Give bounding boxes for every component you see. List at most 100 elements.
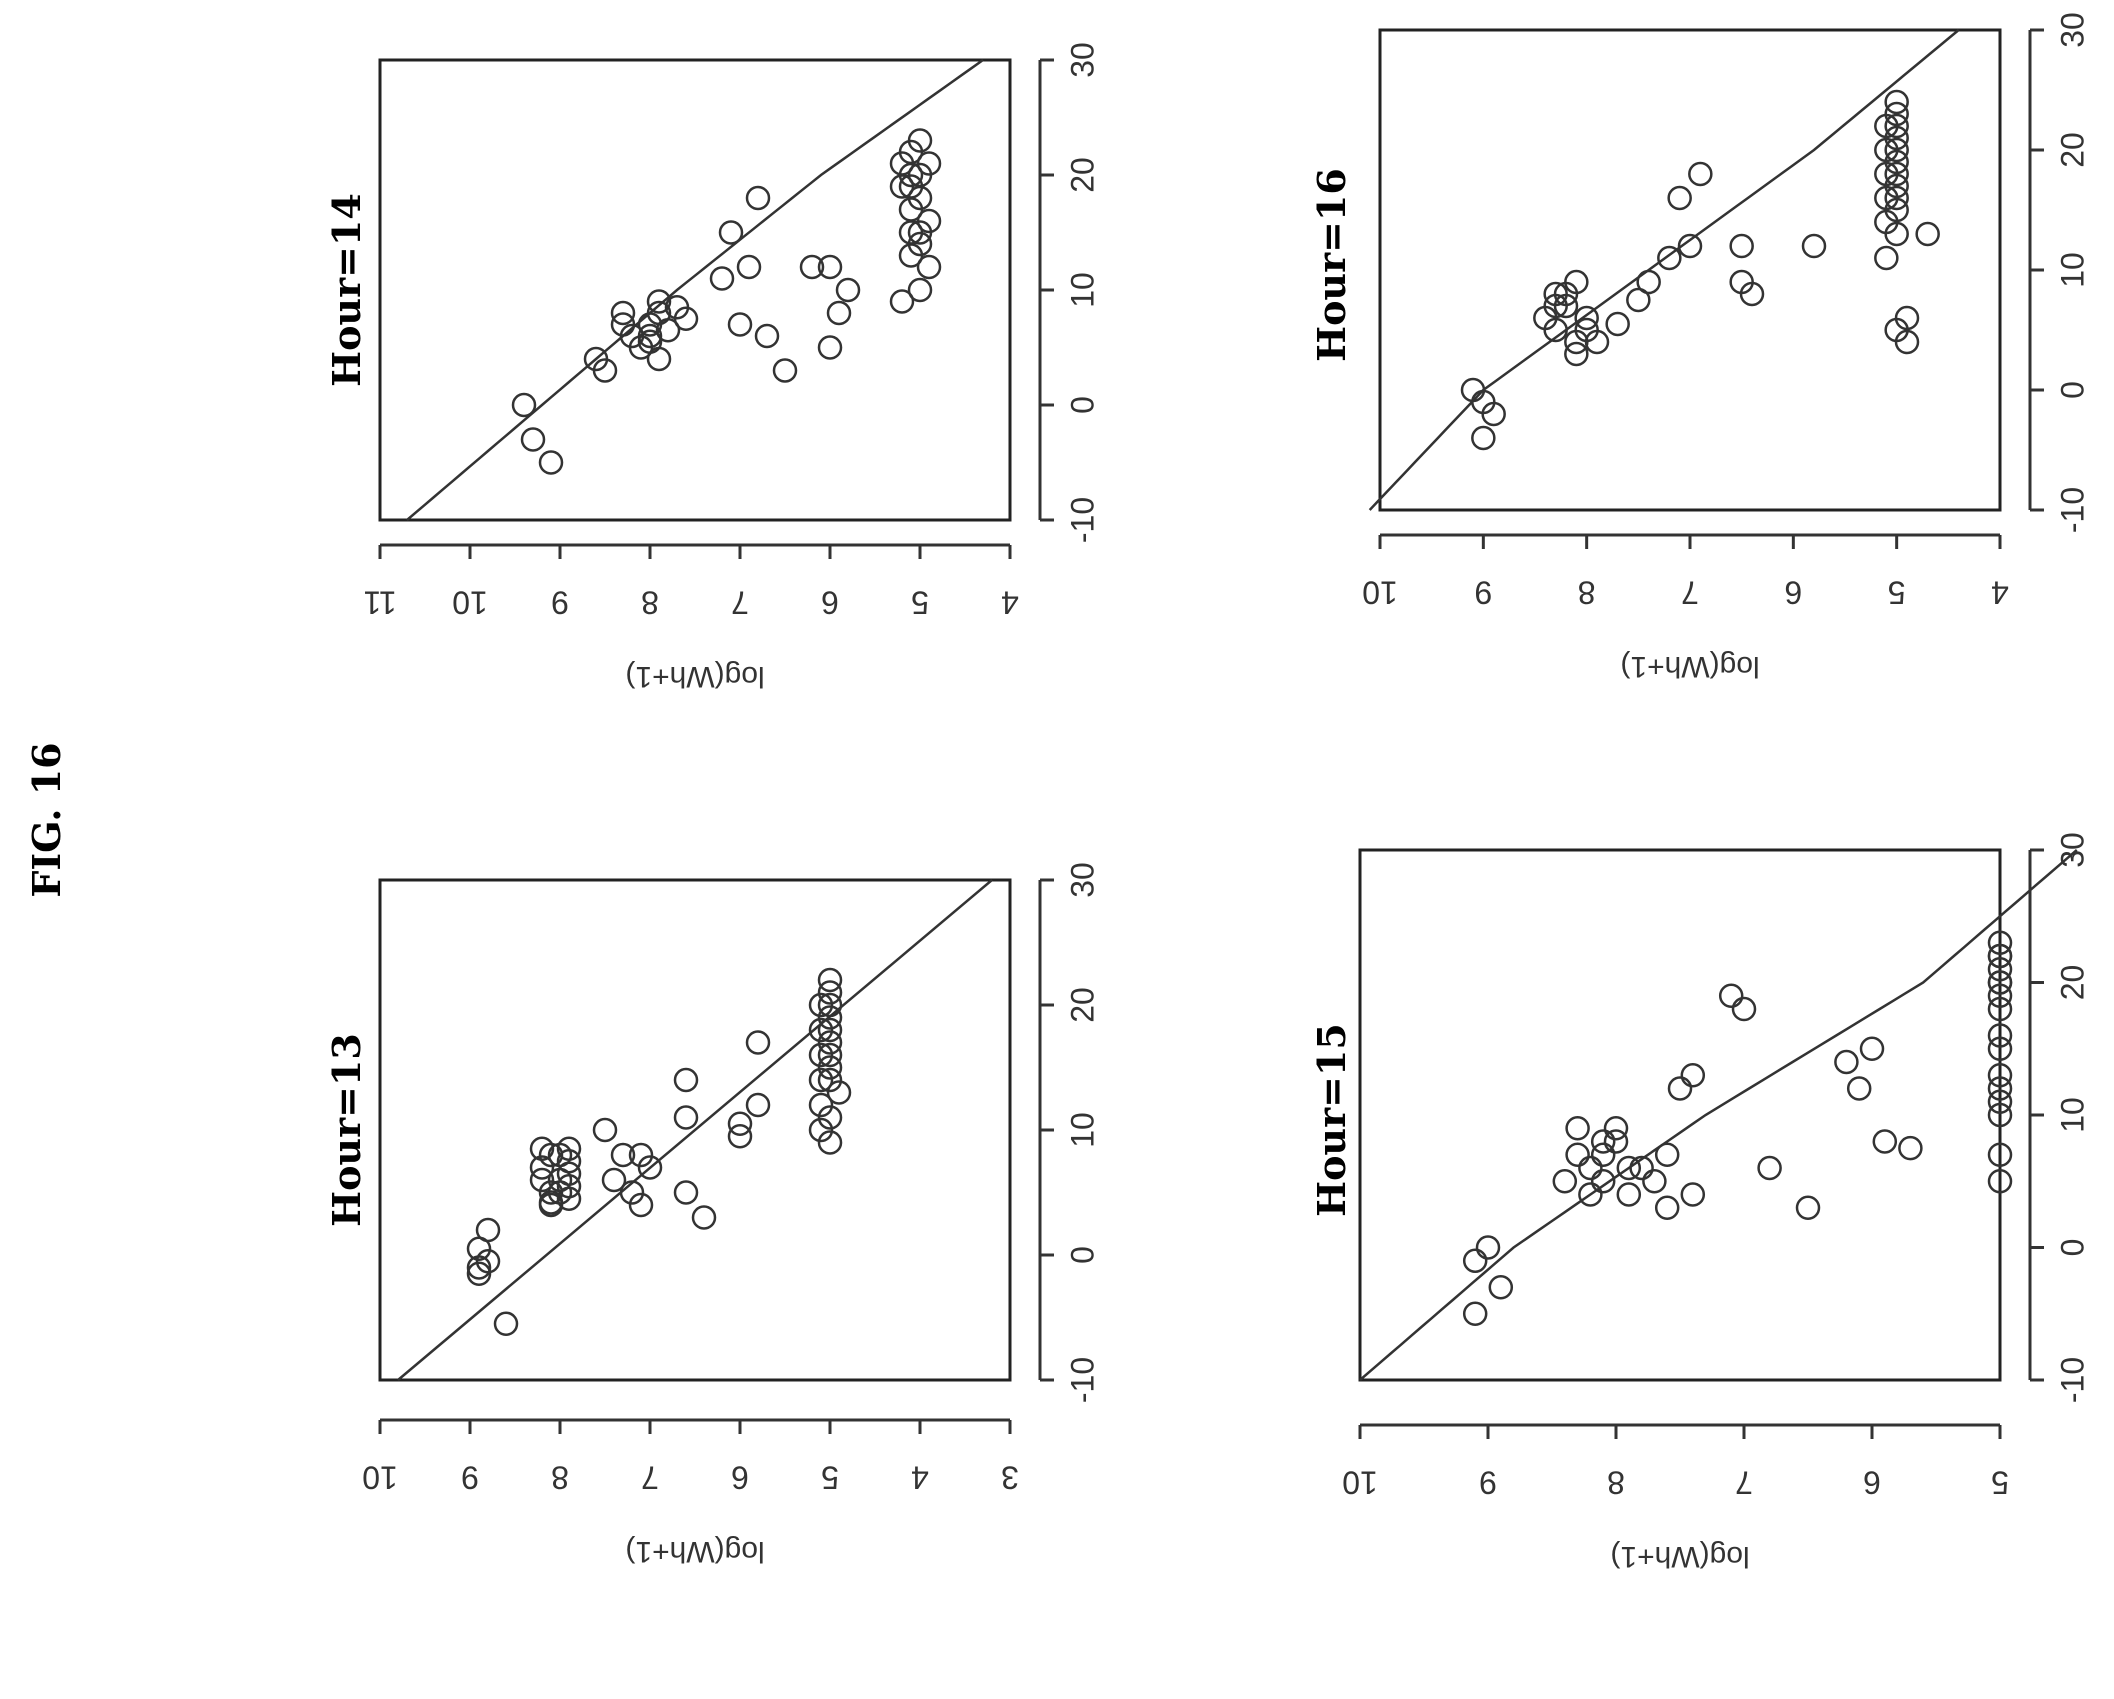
data-point [745,1092,771,1118]
data-point [1616,1155,1642,1181]
data-point [538,1180,564,1205]
plot-frame [1378,28,2002,512]
y-tick-label: 8 [1578,575,1596,611]
data-point [817,980,843,1005]
data-point [511,392,537,418]
x-tick-label: 20 [1064,157,1100,193]
data-point [808,1067,834,1093]
data-point [1915,221,1940,247]
x-tick-label: 20 [2054,965,2090,1001]
data-point [1578,1182,1603,1207]
y-tick-label: 9 [1479,1465,1497,1501]
data-point [538,1190,564,1215]
y-tick-label: 9 [461,1460,479,1496]
fit-line [397,879,993,1381]
x-tick-label: 30 [1064,42,1100,78]
x-tick-label: 0 [2054,1239,2090,1257]
data-point [1718,983,1744,1008]
data-point [628,1192,654,1218]
x-tick-label: -10 [1064,1357,1100,1403]
y-axis-label: log(Wh+1) [625,1535,764,1568]
data-point [1462,1301,1488,1326]
y-axis-label: log(Wh+1) [625,660,764,693]
data-point [1616,1182,1642,1207]
data-point [1565,1142,1590,1167]
data-point [592,1117,618,1143]
plot-title: Hour=16 [1309,168,1354,362]
data-point [1543,281,1568,307]
data-point [475,1217,501,1243]
data-point [1654,1142,1680,1167]
data-point [709,266,735,291]
data-point [1578,1155,1603,1181]
data-point [691,1205,717,1230]
y-tick-label: 8 [1607,1465,1625,1501]
data-point [610,312,636,337]
data-point [1757,1155,1782,1181]
y-tick-label: 5 [821,1460,839,1496]
y-tick-label: 10 [452,585,488,621]
x-tick-label: 10 [2054,252,2090,288]
data-point [745,185,771,211]
data-point [817,967,843,993]
data-point [808,1092,834,1118]
data-point [646,289,672,314]
data-point [1884,161,1909,187]
data-point [673,1067,699,1093]
data-point [1667,185,1692,211]
plots-group: Hour=13345678910log(Wh+1)-100102030Hour=… [324,12,2090,1573]
figure-title: FIG. 16 [24,742,69,897]
data-point [628,1142,654,1168]
data-point [1987,1036,2013,1061]
data-point [1657,245,1682,271]
data-point [907,128,933,153]
x-tick-label: 10 [2054,1097,2090,1133]
data-point [1739,281,1765,307]
data-point [916,151,942,176]
plot-hour-15: Hour=15 5 6 7 8 9 10 log(Wh+1) -10 0 10 20 30 [1309,832,2090,1573]
data-point [1872,1129,1898,1154]
data-point [529,1136,555,1161]
data-point [907,277,933,303]
data-point [1642,1169,1667,1194]
data-point [817,1067,843,1093]
data-point [1462,1248,1488,1273]
data-point [466,1261,492,1286]
data-point [817,1005,843,1030]
y-tick-label: 4 [911,1460,929,1496]
data-point [1680,1182,1706,1207]
data-point [1731,996,1757,1022]
data-point [1729,233,1754,259]
data-point [898,162,924,188]
data-point [529,1155,555,1180]
data-point [799,254,825,280]
data-point [808,1117,834,1143]
data-point [898,197,924,222]
data-point [619,1180,645,1205]
y-tick-label: 10 [362,1460,398,1496]
data-point [610,300,636,326]
x-tick-label: 30 [1064,862,1100,898]
data-point [1987,1089,2013,1114]
y-tick-label: 5 [1991,1465,2009,1501]
data-point [1987,1102,2013,1128]
data-point [1688,161,1713,187]
data-point [1552,1169,1578,1194]
plot-hour-13: Hour=13 3 4 5 6 7 8 9 10 log(Wh+1) -10 0 10 20 30 [324,862,1100,1568]
data-points [466,967,852,1336]
data-point [1987,1023,2013,1048]
y-tick-label: 11 [363,585,396,621]
data-point [745,1030,771,1055]
data-point [889,289,915,314]
data-point [1898,1135,1923,1161]
plot-frame [1358,848,2002,1382]
data-point [1834,1049,1859,1075]
data-point [610,1142,636,1168]
data-point [1987,996,2013,1022]
data-point [1884,137,1909,163]
y-tick-label: 3 [1001,1460,1019,1496]
data-point [817,335,843,360]
y-tick-label: 7 [641,1460,659,1496]
data-point [538,450,564,475]
data-point [1677,233,1703,259]
